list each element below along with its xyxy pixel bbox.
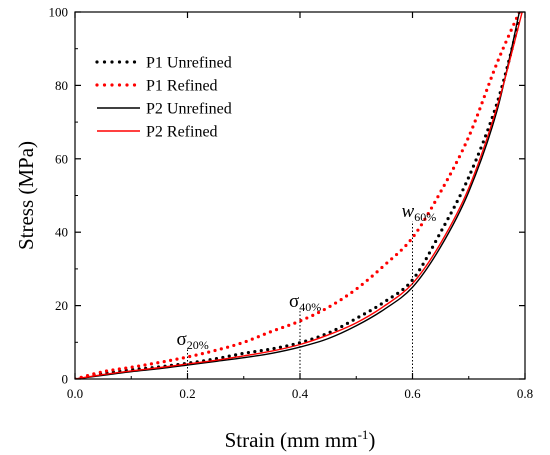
annotation-symbol: σ bbox=[177, 329, 187, 350]
y-tick-label: 60 bbox=[55, 151, 68, 166]
x-axis-title-close: ) bbox=[368, 428, 375, 452]
annotation-subscript: 40% bbox=[299, 300, 321, 314]
y-tick-label: 100 bbox=[49, 5, 69, 20]
x-tick-label: 0.4 bbox=[292, 386, 309, 401]
series-line-3 bbox=[75, 12, 521, 379]
annotation-label-1: σ20% bbox=[177, 329, 209, 352]
y-tick-label: 20 bbox=[55, 298, 68, 313]
annotation-label-2: σ40% bbox=[289, 291, 321, 314]
x-axis-title-main: Strain (mm mm bbox=[225, 428, 358, 452]
plot-frame bbox=[74, 11, 526, 380]
series-line-1 bbox=[75, 17, 521, 379]
series-line-2 bbox=[75, 12, 521, 379]
legend-label-3: P2 Unrefined bbox=[146, 101, 232, 118]
annotations-layer: σ20%σ40%w60% bbox=[177, 201, 437, 379]
y-tick-label: 80 bbox=[55, 78, 68, 93]
legend-label-1: P1 Unrefined bbox=[146, 55, 232, 72]
annotation-subscript: 60% bbox=[414, 210, 436, 224]
axes-layer: 0.0 0.2 0.4 0.6 0.8 0 20 40 60 80 100 Strain (mm mm… bbox=[14, 5, 533, 453]
y-tick-label: 0 bbox=[62, 372, 69, 387]
x-tick-label: 0.6 bbox=[404, 386, 421, 401]
series-line-4 bbox=[75, 12, 523, 379]
x-tick-label: 0.8 bbox=[517, 386, 533, 401]
x-axis-title-sup: -1 bbox=[358, 427, 369, 442]
legend-label-4: P2 Refined bbox=[146, 124, 218, 141]
annotation-symbol: w bbox=[402, 201, 415, 222]
y-tick-label: 40 bbox=[55, 225, 68, 240]
x-axis-title: Strain (mm mm-1) bbox=[225, 427, 376, 452]
legend-label-2: P1 Refined bbox=[146, 78, 218, 95]
y-axis-title: Stress (MPa) bbox=[14, 141, 38, 250]
x-tick-label: 0.2 bbox=[179, 386, 195, 401]
annotation-label-3: w60% bbox=[402, 201, 437, 224]
legend: P1 Unrefined P1 Refined P2 Unrefined P2 Ref… bbox=[95, 55, 232, 141]
annotation-subscript: 20% bbox=[187, 338, 209, 352]
x-tick-label: 0.0 bbox=[67, 386, 83, 401]
curves-layer bbox=[75, 12, 523, 379]
annotation-symbol: σ bbox=[289, 291, 299, 312]
